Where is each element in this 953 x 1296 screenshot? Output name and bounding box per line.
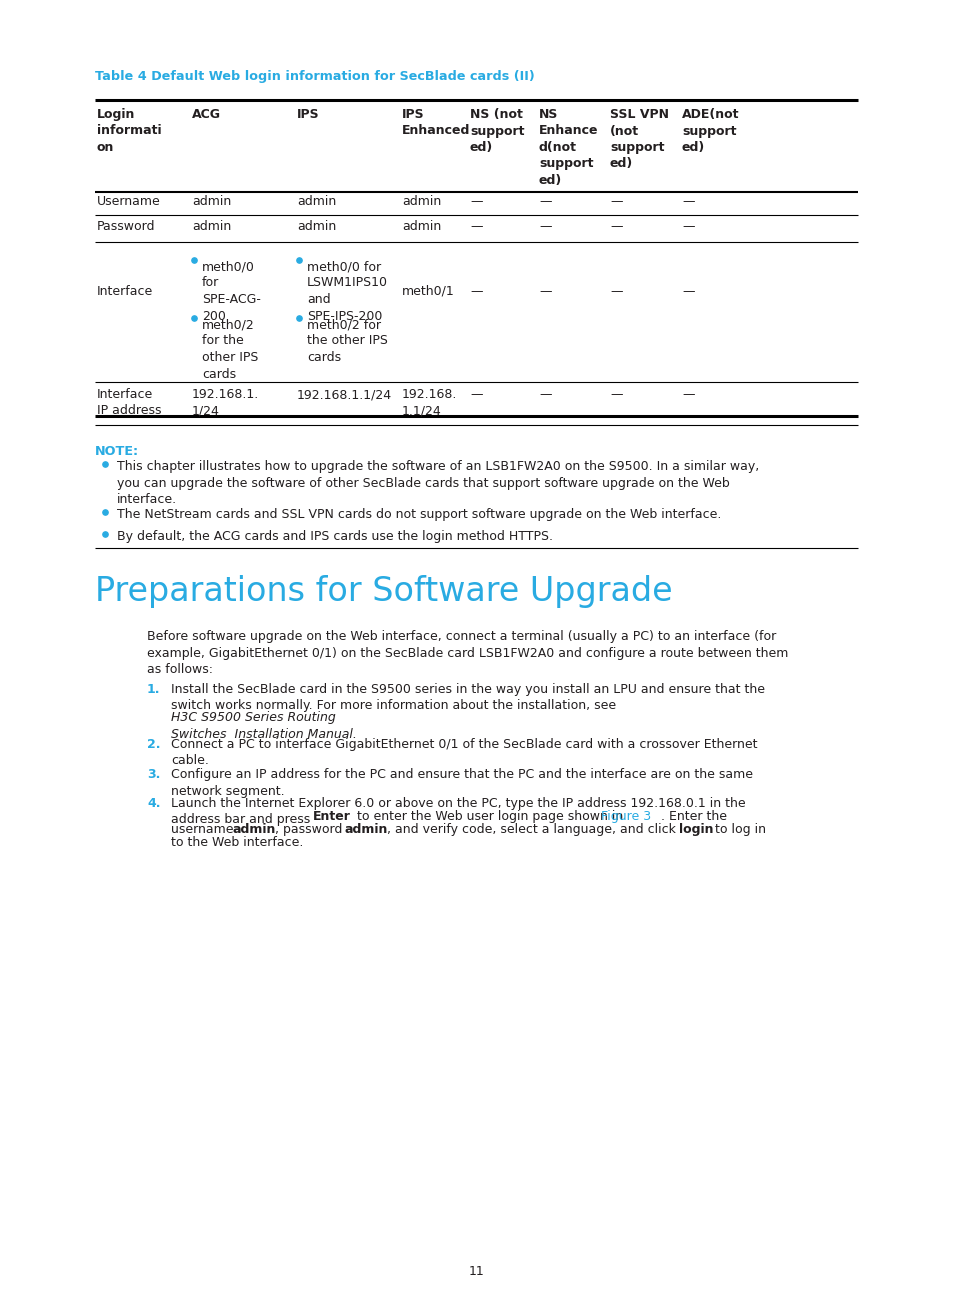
Text: admin: admin bbox=[192, 220, 231, 233]
Text: login: login bbox=[679, 823, 713, 836]
Text: meth0/0 for
LSWM1IPS10
and
SPE-IPS-200: meth0/0 for LSWM1IPS10 and SPE-IPS-200 bbox=[307, 260, 388, 323]
Text: 192.168.1.1/24: 192.168.1.1/24 bbox=[296, 388, 392, 400]
Text: Interface: Interface bbox=[97, 285, 153, 298]
Text: 192.168.
1.1/24: 192.168. 1.1/24 bbox=[401, 388, 456, 417]
Text: NOTE:: NOTE: bbox=[95, 445, 139, 457]
Text: 11: 11 bbox=[469, 1265, 484, 1278]
Text: IPS
Enhanced: IPS Enhanced bbox=[401, 108, 470, 137]
Text: —: — bbox=[681, 285, 694, 298]
Text: to log in: to log in bbox=[710, 823, 765, 836]
Text: Table 4 Default Web login information for SecBlade cards (II): Table 4 Default Web login information fo… bbox=[95, 70, 535, 83]
Text: Connect a PC to interface GigabitEthernet 0/1 of the SecBlade card with a crosso: Connect a PC to interface GigabitEtherne… bbox=[171, 737, 757, 767]
Text: 2.: 2. bbox=[147, 737, 160, 750]
Text: Password: Password bbox=[97, 220, 155, 233]
Text: This chapter illustrates how to upgrade the software of an LSB1FW2A0 on the S950: This chapter illustrates how to upgrade … bbox=[117, 460, 759, 505]
Text: admin: admin bbox=[296, 194, 335, 207]
Text: admin: admin bbox=[233, 823, 276, 836]
Text: —: — bbox=[538, 220, 551, 233]
Text: admin: admin bbox=[401, 194, 441, 207]
Text: ACG: ACG bbox=[192, 108, 221, 121]
Text: Figure 3: Figure 3 bbox=[600, 810, 651, 823]
Text: Login
informati
on: Login informati on bbox=[97, 108, 161, 154]
Text: Before software upgrade on the Web interface, connect a terminal (usually a PC) : Before software upgrade on the Web inter… bbox=[147, 630, 787, 677]
Text: 1.: 1. bbox=[147, 683, 160, 696]
Text: —: — bbox=[470, 388, 482, 400]
Text: Launch the Internet Explorer 6.0 or above on the PC, type the IP address 192.168: Launch the Internet Explorer 6.0 or abov… bbox=[171, 797, 745, 827]
Text: ADE(not
support
ed): ADE(not support ed) bbox=[681, 108, 739, 154]
Text: NS
Enhance
d(not
support
ed): NS Enhance d(not support ed) bbox=[538, 108, 598, 187]
Text: username: username bbox=[171, 823, 237, 836]
Text: —: — bbox=[681, 220, 694, 233]
Text: admin: admin bbox=[192, 194, 231, 207]
Text: IPS: IPS bbox=[296, 108, 319, 121]
Text: —: — bbox=[681, 388, 694, 400]
Text: Configure an IP address for the PC and ensure that the PC and the interface are : Configure an IP address for the PC and e… bbox=[171, 769, 752, 797]
Text: meth0/2
for the
other IPS
cards: meth0/2 for the other IPS cards bbox=[202, 318, 258, 381]
Text: —: — bbox=[470, 194, 482, 207]
Text: —: — bbox=[609, 388, 622, 400]
Text: Username: Username bbox=[97, 194, 161, 207]
Text: The NetStream cards and SSL VPN cards do not support software upgrade on the Web: The NetStream cards and SSL VPN cards do… bbox=[117, 508, 720, 521]
Text: , and verify code, select a language, and click: , and verify code, select a language, an… bbox=[387, 823, 679, 836]
Text: to enter the Web user login page shown in: to enter the Web user login page shown i… bbox=[353, 810, 626, 823]
Text: admin: admin bbox=[296, 220, 335, 233]
Text: to the Web interface.: to the Web interface. bbox=[171, 836, 303, 849]
Text: —: — bbox=[538, 285, 551, 298]
Text: —: — bbox=[609, 285, 622, 298]
Text: meth0/2 for
the other IPS
cards: meth0/2 for the other IPS cards bbox=[307, 318, 388, 364]
Text: meth0/0
for
SPE-ACG-
200: meth0/0 for SPE-ACG- 200 bbox=[202, 260, 260, 323]
Text: By default, the ACG cards and IPS cards use the login method HTTPS.: By default, the ACG cards and IPS cards … bbox=[117, 530, 553, 543]
Text: Enter: Enter bbox=[313, 810, 351, 823]
Text: meth0/1: meth0/1 bbox=[401, 285, 455, 298]
Text: H3C S9500 Series Routing
Switches  Installation Manual.: H3C S9500 Series Routing Switches Instal… bbox=[171, 712, 356, 740]
Text: —: — bbox=[538, 388, 551, 400]
Text: admin: admin bbox=[345, 823, 388, 836]
Text: —: — bbox=[609, 220, 622, 233]
Text: —: — bbox=[470, 220, 482, 233]
Text: —: — bbox=[681, 194, 694, 207]
Text: —: — bbox=[470, 285, 482, 298]
Text: —: — bbox=[609, 194, 622, 207]
Text: 192.168.1.
1/24: 192.168.1. 1/24 bbox=[192, 388, 259, 417]
Text: . Enter the: . Enter the bbox=[660, 810, 726, 823]
Text: SSL VPN
(not
support
ed): SSL VPN (not support ed) bbox=[609, 108, 668, 171]
Text: Preparations for Software Upgrade: Preparations for Software Upgrade bbox=[95, 575, 672, 608]
Text: Interface
IP address: Interface IP address bbox=[97, 388, 161, 417]
Text: 3.: 3. bbox=[147, 769, 160, 781]
Text: admin: admin bbox=[401, 220, 441, 233]
Text: NS (not
support
ed): NS (not support ed) bbox=[470, 108, 524, 154]
Text: —: — bbox=[538, 194, 551, 207]
Text: 4.: 4. bbox=[147, 797, 160, 810]
Text: , password: , password bbox=[274, 823, 346, 836]
Text: Install the SecBlade card in the S9500 series in the way you install an LPU and : Install the SecBlade card in the S9500 s… bbox=[171, 683, 764, 713]
